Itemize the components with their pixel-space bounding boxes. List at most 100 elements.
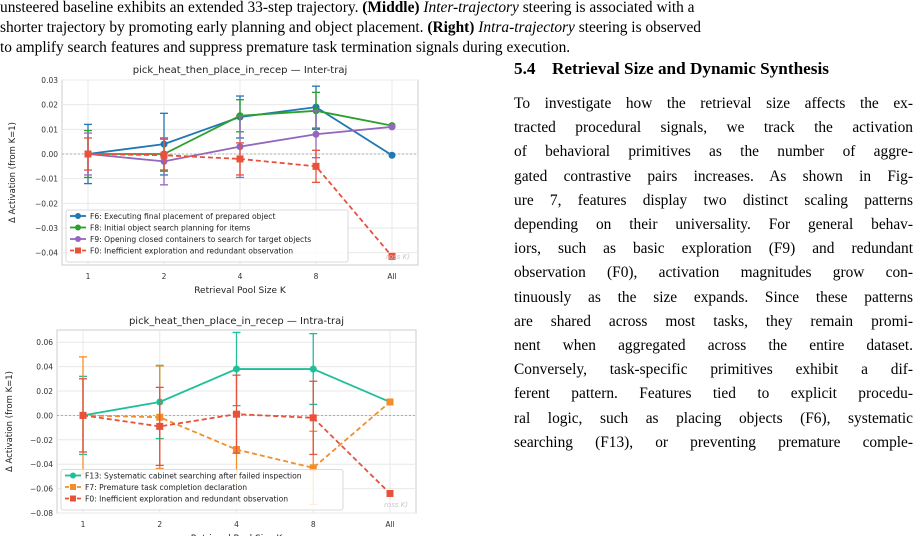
data-point xyxy=(233,365,240,373)
y-tick-label: −0.08 xyxy=(30,509,53,518)
body-paragraph: To investigate how the retrieval size af… xyxy=(514,92,913,455)
chart-title: pick_heat_then_place_in_recep — Intra-tr… xyxy=(129,316,344,327)
legend-label: F9: Opening closed containers to search … xyxy=(90,235,311,244)
body-line: ral logic, such as placing objects (F6),… xyxy=(514,409,913,427)
data-point xyxy=(388,123,396,131)
x-tick-label: All xyxy=(385,520,394,529)
data-point xyxy=(160,151,168,159)
caption-line-1: unsteered baseline exhibits an extended … xyxy=(0,0,695,18)
legend-label: F8: Initial object search planning for i… xyxy=(90,224,250,233)
y-tick-label: −0.02 xyxy=(35,199,58,208)
caption-italic-intra: Intra-trajectory xyxy=(478,19,575,36)
legend-label: F0: Inefficient exploration and redundan… xyxy=(85,495,288,504)
caption-text: unsteered baseline exhibits an extended … xyxy=(0,0,363,16)
data-point xyxy=(309,414,317,422)
legend-marker xyxy=(70,472,76,479)
x-axis-label: Retrieval Pool Size K xyxy=(194,286,287,296)
legend-marker xyxy=(70,484,76,490)
legend-label: F7: Premature task completion declaratio… xyxy=(85,483,247,492)
body-line: depending on their universality. For gen… xyxy=(514,216,913,234)
watermark-text: ross K) xyxy=(386,253,410,261)
legend-box xyxy=(65,209,349,263)
chart-svg: 0.03 0.02 0.01 0.00 −0.01 −0.02 −0.03 −0.04 1 2 4 8… xyxy=(8,65,419,296)
x-tick-label: 8 xyxy=(311,520,316,529)
legend-marker xyxy=(75,213,81,219)
caption-line-3: to amplify search features and suppress … xyxy=(0,39,571,56)
watermark-text: ross K) xyxy=(384,501,408,509)
legend-marker xyxy=(75,236,81,242)
body-line: observation (F0), activation magnitudes … xyxy=(514,264,913,282)
chart-intra-traj: 0.06 0.04 0.02 0.00 −0.02 −0.04 −0.06 −0.08 1 2 4 8… xyxy=(0,316,470,536)
y-tick-label: −0.04 xyxy=(35,249,58,258)
body-line: of behavioral primitives as the number o… xyxy=(514,143,913,161)
caption-text: steering is associated with a xyxy=(518,0,695,16)
x-tick-label: 4 xyxy=(238,272,243,281)
body-line: nent when aggregated across the entire d… xyxy=(514,337,913,355)
y-tick-label: 0.02 xyxy=(36,387,53,396)
caption-bold-right: (Right) xyxy=(427,19,475,36)
y-tick-label: −0.06 xyxy=(30,485,53,494)
caption-text: steering is observed xyxy=(574,19,701,36)
y-tick-label: 0.01 xyxy=(41,125,58,134)
legend-label: F13: Systematic cabinet searching after … xyxy=(85,472,302,481)
data-point xyxy=(233,410,240,418)
chart-title: pick_heat_then_place_in_recep — Inter-tr… xyxy=(133,65,348,76)
x-tick-label: 2 xyxy=(157,520,162,529)
legend-label: F6: Executing final placement of prepare… xyxy=(90,212,275,221)
body-line: iors, such as basic exploration (F9) and… xyxy=(514,240,913,258)
data-point xyxy=(388,151,396,159)
legend-marker xyxy=(75,247,81,254)
x-tick-label: 2 xyxy=(162,272,167,281)
x-tick-label: All xyxy=(387,272,396,281)
body-line: To investigate how the retrieval size af… xyxy=(514,95,913,112)
data-point xyxy=(309,464,317,472)
data-point xyxy=(309,365,317,373)
data-point xyxy=(388,252,396,260)
series-3 xyxy=(84,137,396,260)
y-tick-label: 0.03 xyxy=(41,76,58,85)
data-point xyxy=(79,411,87,419)
chart-inter-traj: 0.03 0.02 0.01 0.00 −0.01 −0.02 −0.03 −0.04 1 2 4 8… xyxy=(0,60,470,296)
data-point xyxy=(312,130,320,138)
body-line: tinuously as the size expands. Since the… xyxy=(514,288,913,306)
y-tick-label: 0.06 xyxy=(36,338,53,347)
body-line: Conversely, task-specific primitives exh… xyxy=(514,361,913,379)
chart-svg: 0.06 0.04 0.02 0.00 −0.02 −0.04 −0.06 −0.08 1 2 4 8… xyxy=(5,316,417,536)
caption-bold-middle: (Middle) xyxy=(362,0,420,16)
caption-italic-inter: Inter-trajectory xyxy=(423,0,519,16)
caption-text: shorter trajectory by promoting early pl… xyxy=(0,19,428,36)
data-point xyxy=(84,150,92,158)
body-line: ferent pattern. Features tied to explici… xyxy=(514,385,913,403)
x-tick-label: 4 xyxy=(234,520,239,529)
section-heading: 5.4 Retrieval Size and Dynamic Synthesis xyxy=(514,59,829,79)
data-point xyxy=(386,398,394,406)
body-line: tracted procedural signals, we track the… xyxy=(514,119,913,137)
y-tick-label: 0.00 xyxy=(41,150,58,159)
y-tick-label: −0.03 xyxy=(35,224,58,233)
y-axis-label: Δ Activation (from K=1) xyxy=(5,371,15,472)
y-tick-label: −0.04 xyxy=(30,460,53,469)
legend-box xyxy=(60,469,344,511)
y-tick-label: 0.04 xyxy=(36,363,53,372)
body-line: gated contrastive pairs increases. As sh… xyxy=(514,167,913,185)
y-tick-label: −0.02 xyxy=(30,436,53,445)
data-point xyxy=(312,162,320,170)
data-point xyxy=(386,489,394,497)
x-tick-label: 8 xyxy=(314,272,319,281)
y-axis-label: Δ Activation (from K=1) xyxy=(8,122,18,223)
caption-line-2: shorter trajectory by promoting early pl… xyxy=(0,18,701,38)
body-line: ure 7, features display two distinct sca… xyxy=(514,191,913,209)
legend-marker xyxy=(70,495,76,502)
body-line: searching (F13), or preventing premature… xyxy=(514,433,913,451)
section-number: 5.4 xyxy=(514,59,536,78)
x-tick-label: 1 xyxy=(86,272,91,281)
section-title: Retrieval Size and Dynamic Synthesis xyxy=(552,59,829,78)
data-point xyxy=(156,422,164,430)
legend-marker xyxy=(75,224,81,231)
y-tick-label: 0.00 xyxy=(36,411,53,420)
data-point xyxy=(236,155,244,163)
legend-label: F0: Inefficient exploration and redundan… xyxy=(90,247,293,256)
series-2 xyxy=(79,374,394,497)
x-tick-label: 1 xyxy=(81,520,86,529)
y-tick-label: 0.02 xyxy=(41,101,58,110)
